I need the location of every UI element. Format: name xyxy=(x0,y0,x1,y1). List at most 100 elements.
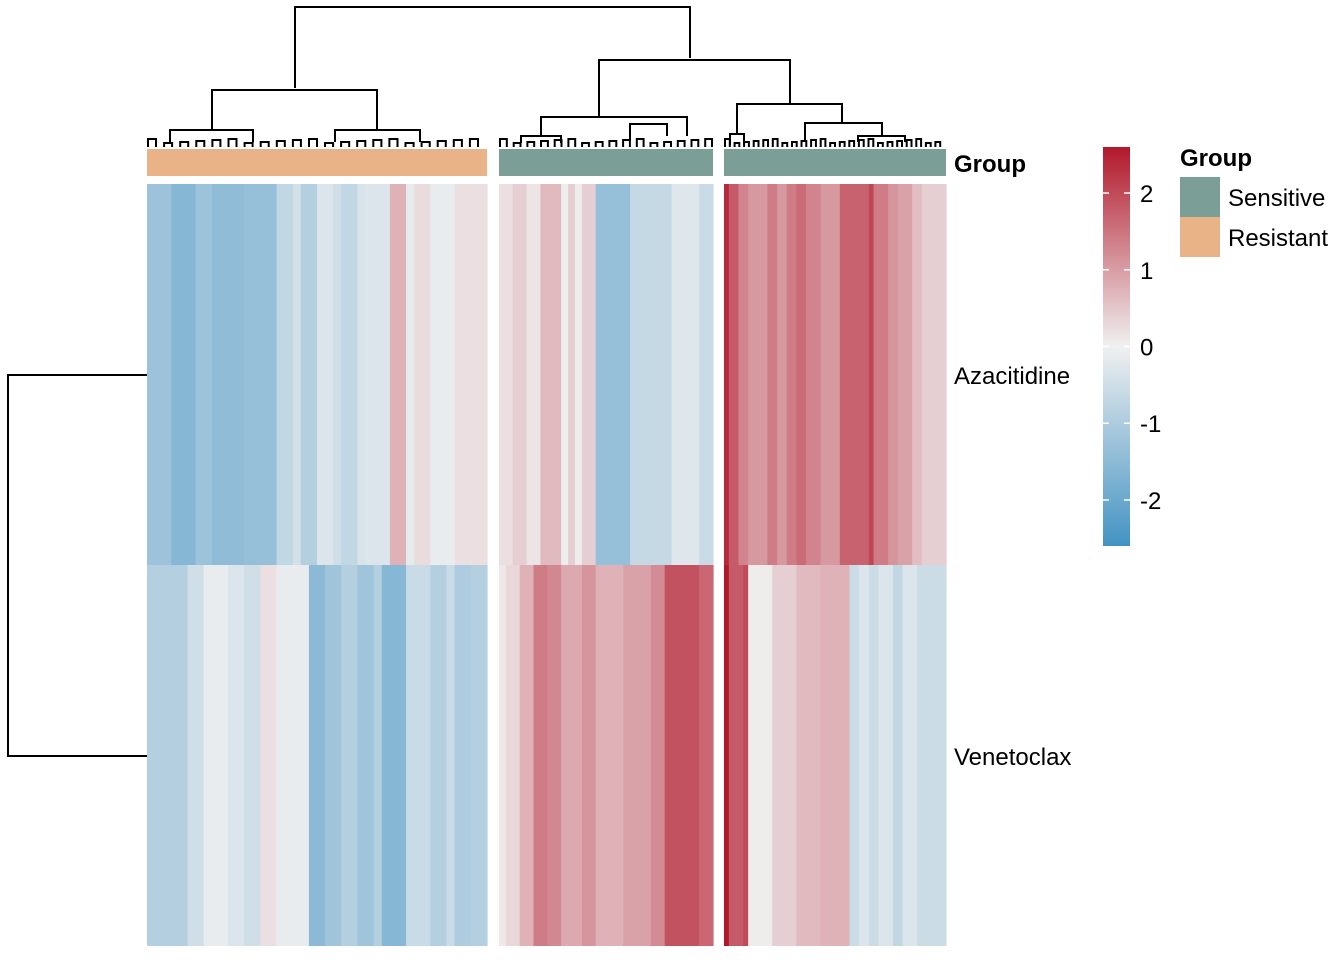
dendrogram-branch xyxy=(676,140,686,147)
group-annotation-bar xyxy=(147,149,946,176)
dendrogram-branch xyxy=(704,138,713,147)
heatmap-cell xyxy=(762,184,769,565)
heatmap-cell xyxy=(936,184,942,565)
dendrogram-branch xyxy=(838,141,846,147)
heatmap-cell xyxy=(830,184,836,565)
heatmap-cell xyxy=(244,184,253,565)
row-label-venetoclax: Venetoclax xyxy=(954,744,1071,771)
heatmap-cell xyxy=(643,184,652,565)
heatmap-cell xyxy=(738,565,744,946)
heatmap-cell xyxy=(609,184,617,565)
heatmap-cell xyxy=(430,565,440,946)
heatmap-cell xyxy=(781,184,788,565)
heatmap-cell xyxy=(260,565,270,946)
heatmap-cell xyxy=(623,184,631,565)
heatmap-cell xyxy=(692,565,700,946)
heatmap-cell xyxy=(381,565,391,946)
heatmap-cell xyxy=(738,184,744,565)
heatmap-cell xyxy=(733,184,740,565)
heatmap-cell xyxy=(568,565,576,946)
heatmap-cell xyxy=(859,565,865,946)
dendrogram-branch xyxy=(499,138,508,147)
heatmap-cell xyxy=(801,565,807,946)
heatmap-cell xyxy=(308,565,318,946)
heatmap-cell xyxy=(936,565,942,946)
heatmap-cell xyxy=(227,184,237,565)
heatmap-cell xyxy=(926,565,933,946)
heatmap-cell xyxy=(835,565,841,946)
heatmap-cell xyxy=(499,565,507,946)
heatmap-cell xyxy=(284,565,294,946)
heatmap-cell xyxy=(859,184,865,565)
dendrogram-branch xyxy=(581,142,590,147)
dendrogram-branch xyxy=(259,141,270,147)
heatmap-cell xyxy=(561,184,569,565)
heatmap-cell xyxy=(260,184,270,565)
heatmap-cell xyxy=(588,184,597,565)
heatmap-cell xyxy=(406,184,415,565)
heatmap-cell xyxy=(292,184,302,565)
dendrogram-branch xyxy=(512,142,522,147)
heatmap-cell xyxy=(438,184,448,565)
dendrogram-branch xyxy=(243,142,254,147)
heatmap-cell xyxy=(211,184,221,565)
dendrogram-branch xyxy=(771,138,779,147)
heatmap-cell xyxy=(650,565,659,946)
dendrogram-branch xyxy=(211,139,222,147)
heatmap-cell xyxy=(333,184,342,565)
heatmap-cell xyxy=(422,565,431,946)
dendrogram-branch xyxy=(829,142,836,147)
heatmap-cell xyxy=(706,565,714,946)
heatmap-cell xyxy=(147,184,156,565)
heatmap-cell xyxy=(657,184,666,565)
heatmap-cell xyxy=(526,184,535,565)
heatmap-cell xyxy=(540,184,548,565)
scale-tick-label: 1 xyxy=(1140,258,1153,285)
heatmap-cell xyxy=(820,565,826,946)
heatmap-cell xyxy=(317,184,326,565)
heatmap-cell xyxy=(397,184,407,565)
dendrogram-branch xyxy=(629,123,668,140)
heatmap-cell xyxy=(897,565,904,946)
heatmap-cell xyxy=(252,184,261,565)
dendrogram-branch xyxy=(179,141,190,147)
dendrogram-branch xyxy=(886,141,894,147)
heatmap-cell xyxy=(195,184,205,565)
legend-label-sensitive: Sensitive xyxy=(1228,185,1325,212)
heatmap-cell xyxy=(211,565,221,946)
heatmap-cell xyxy=(786,565,793,946)
dendrogram-branch xyxy=(169,129,254,142)
heatmap-cell xyxy=(888,184,894,565)
dendrogram-branch xyxy=(195,140,206,147)
row-label-azacitidine: Azacitidine xyxy=(954,363,1070,390)
heatmap-cell xyxy=(276,184,286,565)
heatmap-cell xyxy=(389,184,399,565)
heatmap-cell xyxy=(728,184,735,565)
heatmap-cell xyxy=(878,184,884,565)
heatmap-cell xyxy=(786,184,793,565)
heatmap-cell xyxy=(810,565,817,946)
heatmap-cell xyxy=(462,184,472,565)
heatmap-cell xyxy=(878,565,884,946)
color-scale-legend: 2 1 0 -1 -2 xyxy=(1103,147,1161,546)
dendrogram-branch xyxy=(663,141,672,147)
dendrogram-branch xyxy=(526,141,536,147)
heatmap-cell xyxy=(292,565,302,946)
heatmap-cell xyxy=(252,565,261,946)
heatmap-cell xyxy=(533,184,542,565)
dendrogram-branch xyxy=(724,138,731,147)
dendrogram-branch xyxy=(340,141,351,147)
heatmap-cell xyxy=(609,565,617,946)
heatmap-cell xyxy=(917,565,923,946)
heatmap-cell xyxy=(685,565,693,946)
heatmap-cell xyxy=(317,565,326,946)
heatmap-cell xyxy=(512,184,521,565)
heatmap-cell xyxy=(397,565,407,946)
dendrogram-branch xyxy=(594,141,604,147)
dendrogram-branch xyxy=(791,141,798,147)
legend-swatch-resistant xyxy=(1180,217,1220,257)
heatmap-cell xyxy=(630,184,638,565)
heatmap-cell xyxy=(772,565,778,946)
heatmap-cell xyxy=(574,565,583,946)
dendrogram-branch xyxy=(372,139,383,147)
